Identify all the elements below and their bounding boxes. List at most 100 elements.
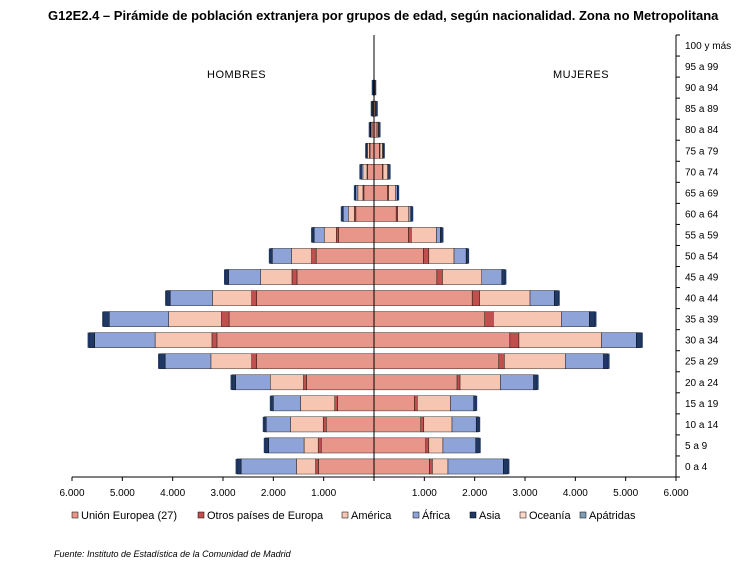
legend-label-1: Otros países de Europa [207, 510, 324, 522]
legend-label-5: Oceanía [529, 510, 571, 522]
bar-men-2-4 [270, 374, 304, 391]
bar-women-1-8 [471, 290, 480, 306]
bar-men-4-2 [264, 416, 267, 433]
bar-women-1-4 [456, 374, 461, 391]
bar-women-2-14 [382, 164, 388, 180]
bar-men-1-11 [336, 227, 339, 243]
legend-label-3: África [422, 509, 451, 522]
bar-men-0-15 [369, 142, 375, 159]
legend-label-0: Unión Europea (27) [81, 510, 177, 522]
bar-women-2-3 [417, 395, 451, 412]
legend-swatch-2 [341, 511, 349, 519]
bar-end-men-13 [353, 185, 356, 201]
bar-men-1-6 [211, 332, 218, 348]
bar-men-1-4 [303, 374, 307, 391]
bar-women-4-1 [475, 437, 480, 454]
bar-end-men-0 [235, 458, 238, 475]
bar-women-1-6 [509, 332, 520, 348]
bar-men-3-10 [272, 248, 292, 264]
y-tick-label-14: 70 a 74 [685, 167, 719, 178]
bar-women-3-9 [481, 269, 503, 285]
bar-end-men-14 [359, 164, 361, 180]
bar-men-4-0 [236, 458, 242, 475]
bar-end-men-18 [371, 80, 374, 96]
bar-women-3-12 [408, 206, 411, 222]
bar-men-1-10 [311, 248, 317, 264]
bar-women-2-2 [423, 416, 453, 433]
bar-women-2-6 [518, 332, 602, 348]
bar-men-1-8 [251, 290, 257, 306]
bar-women-0-6 [373, 332, 511, 348]
bar-women-0-7 [373, 311, 485, 327]
bar-women-4-12 [410, 206, 412, 222]
y-tick-label-3: 15 a 19 [685, 399, 719, 410]
bar-men-1-3 [334, 395, 338, 412]
bar-end-women-13 [397, 185, 400, 201]
x-tick-label-4: 2.000 [261, 488, 286, 499]
bar-women-3-13 [395, 185, 398, 201]
bar-women-1-12 [395, 206, 398, 222]
bar-end-women-1 [479, 437, 481, 454]
bar-women-0-8 [373, 290, 473, 306]
y-tick-label-1: 5 a 9 [685, 441, 708, 452]
bar-women-0-5 [373, 353, 500, 370]
legend-swatch-5 [519, 511, 527, 519]
bar-women-3-3 [450, 395, 474, 412]
bar-men-0-11 [338, 227, 375, 243]
bar-women-0-11 [373, 227, 409, 243]
bar-men-3-12 [343, 206, 349, 222]
bar-women-0-12 [373, 206, 397, 222]
bar-men-0-5 [256, 353, 375, 370]
bar-women-1-1 [425, 437, 430, 454]
bar-men-1-0 [315, 458, 319, 475]
y-tick-label-11: 55 a 59 [685, 230, 719, 241]
bar-men-3-13 [355, 185, 359, 201]
bar-men-4-11 [312, 227, 315, 243]
bar-end-men-2 [262, 416, 265, 432]
bar-men-0-6 [216, 332, 375, 348]
bar-men-1-1 [317, 437, 322, 454]
x-tick-label-9: 3.000 [512, 488, 537, 499]
bar-women-1-2 [420, 416, 425, 433]
bar-men-3-1 [268, 437, 305, 454]
bar-end-men-9 [224, 269, 226, 285]
bar-men-0-4 [306, 374, 375, 391]
bar-men-0-7 [228, 311, 375, 327]
bar-men-3-8 [169, 290, 213, 306]
bar-women-0-14 [373, 164, 383, 180]
bar-women-4-14 [388, 164, 390, 180]
bar-women-4-5 [603, 353, 609, 370]
bar-men-4-7 [103, 311, 110, 327]
bar-women-4-6 [636, 332, 642, 348]
bar-end-women-18 [374, 80, 377, 96]
bar-men-2-2 [290, 416, 324, 433]
bar-end-men-1 [263, 437, 266, 454]
bar-end-men-5 [158, 353, 160, 369]
bar-women-1-11 [408, 227, 412, 243]
bar-women-3-5 [565, 353, 604, 370]
x-tick-label-2: 4.000 [160, 488, 185, 499]
bar-men-4-13 [355, 185, 357, 201]
bar-men-3-3 [273, 395, 301, 412]
bar-women-2-5 [504, 353, 566, 370]
bar-women-2-0 [432, 458, 449, 475]
bar-women-0-4 [373, 374, 458, 391]
legend-label-4: Asia [479, 510, 501, 522]
x-tick-label-10: 4.000 [563, 488, 588, 499]
bar-women-4-13 [396, 185, 398, 201]
bar-men-0-0 [318, 458, 375, 475]
y-tick-label-13: 65 a 69 [685, 188, 719, 199]
bar-women-0-0 [373, 458, 430, 475]
y-tick-label-15: 75 a 79 [685, 146, 719, 157]
bar-women-1-10 [423, 248, 430, 264]
bar-women-2-13 [388, 185, 396, 201]
bar-women-1-0 [429, 458, 433, 475]
bar-women-4-9 [501, 269, 506, 285]
men-label: HOMBRES [207, 69, 267, 81]
y-tick-label-12: 60 a 64 [685, 209, 719, 220]
bar-men-2-15 [367, 142, 370, 159]
y-tick-label-4: 20 a 24 [685, 378, 719, 389]
y-tick-label-6: 30 a 34 [685, 336, 719, 347]
legend-swatch-6 [579, 511, 587, 519]
bar-women-3-6 [601, 332, 637, 348]
